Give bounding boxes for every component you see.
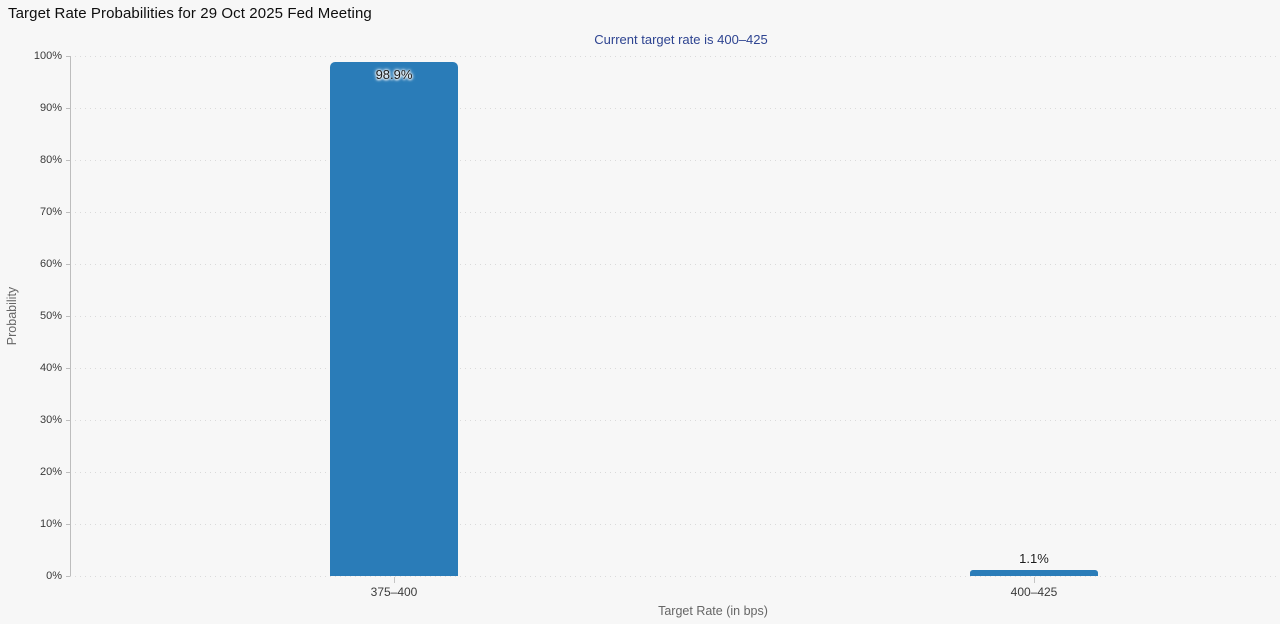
y-axis-title: Probability <box>5 286 19 346</box>
bar-375-400 <box>330 61 458 576</box>
chart-title: Target Rate Probabilities for 29 Oct 202… <box>8 5 372 22</box>
bar-value-label: 1.1% <box>1019 551 1049 567</box>
y-tick-label: 10% <box>39 518 62 530</box>
y-tick-label: 30% <box>39 414 62 426</box>
gridline <box>70 472 1280 473</box>
chart-subtitle: Current target rate is 400–425 <box>594 32 768 47</box>
y-tick-mark <box>66 316 70 317</box>
x-tick-mark <box>1034 577 1035 583</box>
y-tick-mark <box>66 264 70 265</box>
y-tick-mark <box>66 524 70 525</box>
gridline <box>70 524 1280 525</box>
y-tick-mark <box>66 368 70 369</box>
y-tick-mark <box>66 576 70 577</box>
y-tick-mark <box>66 56 70 57</box>
gridline <box>70 368 1280 369</box>
gridline <box>70 264 1280 265</box>
y-tick-mark <box>66 160 70 161</box>
x-tick-mark <box>394 577 395 583</box>
y-tick-label: 100% <box>33 50 62 62</box>
x-tick-label: 400–425 <box>1010 585 1058 599</box>
bar-400-425 <box>970 570 1098 576</box>
x-tick-label: 375–400 <box>370 585 418 599</box>
gridline <box>70 576 1280 577</box>
y-axis-line <box>70 56 71 576</box>
y-tick-mark <box>66 472 70 473</box>
y-tick-label: 50% <box>39 310 62 322</box>
y-tick-label: 60% <box>39 258 62 270</box>
y-tick-mark <box>66 420 70 421</box>
gridline <box>70 160 1280 161</box>
y-tick-label: 40% <box>39 362 62 374</box>
gridline <box>70 212 1280 213</box>
y-tick-label: 80% <box>39 154 62 166</box>
y-tick-mark <box>66 108 70 109</box>
y-tick-mark <box>66 212 70 213</box>
y-tick-label: 20% <box>39 466 62 478</box>
y-tick-label: 0% <box>46 570 62 582</box>
gridline <box>70 420 1280 421</box>
y-tick-label: 90% <box>39 102 62 114</box>
x-axis-title: Target Rate (in bps) <box>658 604 768 618</box>
bar-value-label: 98.9% <box>375 66 413 82</box>
gridline <box>70 56 1280 57</box>
y-tick-label: 70% <box>39 206 62 218</box>
gridline <box>70 108 1280 109</box>
gridline <box>70 316 1280 317</box>
